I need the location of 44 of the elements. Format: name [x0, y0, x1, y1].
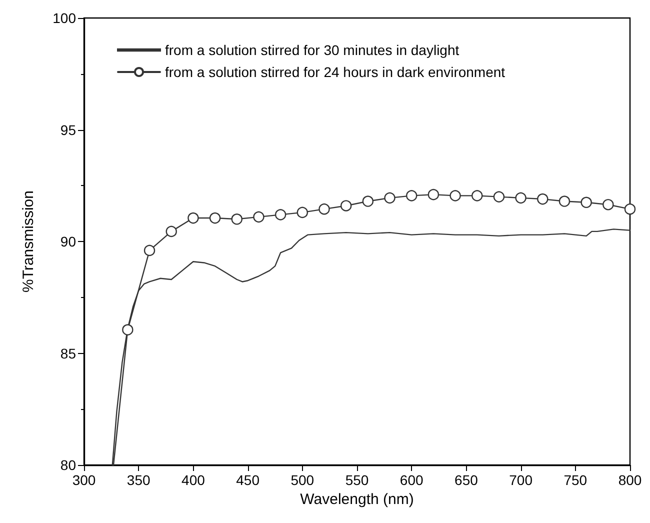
y-tick-label: 80 — [60, 457, 76, 473]
x-tick-label: 800 — [618, 472, 642, 488]
y-tick-label: 100 — [52, 10, 76, 26]
point — [188, 212, 199, 224]
point — [340, 200, 352, 212]
x-axis-title: Wavelength (nm) — [300, 490, 414, 508]
y-tick-label: 85 — [60, 345, 76, 362]
x-tick-label: 350 — [126, 472, 150, 488]
point — [537, 193, 548, 205]
x-tick-label: 550 — [345, 472, 369, 488]
point — [602, 199, 614, 210]
x-tick-label: 600 — [400, 472, 424, 488]
point — [406, 190, 418, 202]
point — [274, 209, 286, 220]
legend-label: from a solution stirred for 30 minutes in daylight — [165, 42, 460, 58]
x-tick-label: 500 — [290, 472, 314, 488]
point — [384, 192, 396, 204]
point — [166, 226, 177, 238]
point — [296, 206, 308, 218]
point — [472, 190, 483, 202]
point — [428, 188, 440, 200]
x-tick-label: 750 — [564, 472, 588, 488]
point — [318, 203, 330, 215]
point — [231, 214, 242, 225]
y-tick-label: 95 — [60, 122, 76, 138]
point — [122, 324, 134, 336]
point — [624, 203, 636, 215]
x-tick-label: 300 — [72, 472, 96, 488]
x-tick-label: 400 — [182, 472, 206, 488]
x-tick-label: 450 — [236, 472, 260, 488]
point — [144, 244, 156, 256]
point — [450, 190, 461, 202]
point — [362, 196, 374, 207]
point — [253, 211, 264, 223]
point — [515, 192, 526, 204]
point — [209, 212, 221, 224]
y-tick-label: 90 — [60, 234, 76, 250]
point — [558, 196, 570, 207]
point — [493, 191, 505, 202]
x-tick-label: 650 — [454, 472, 478, 488]
x-tick-label: 700 — [509, 472, 533, 488]
legend-label: from a solution stirred for 24 hours in dark environment — [165, 64, 506, 80]
point — [580, 196, 592, 208]
y-axis-title: %Transmission — [20, 190, 37, 292]
